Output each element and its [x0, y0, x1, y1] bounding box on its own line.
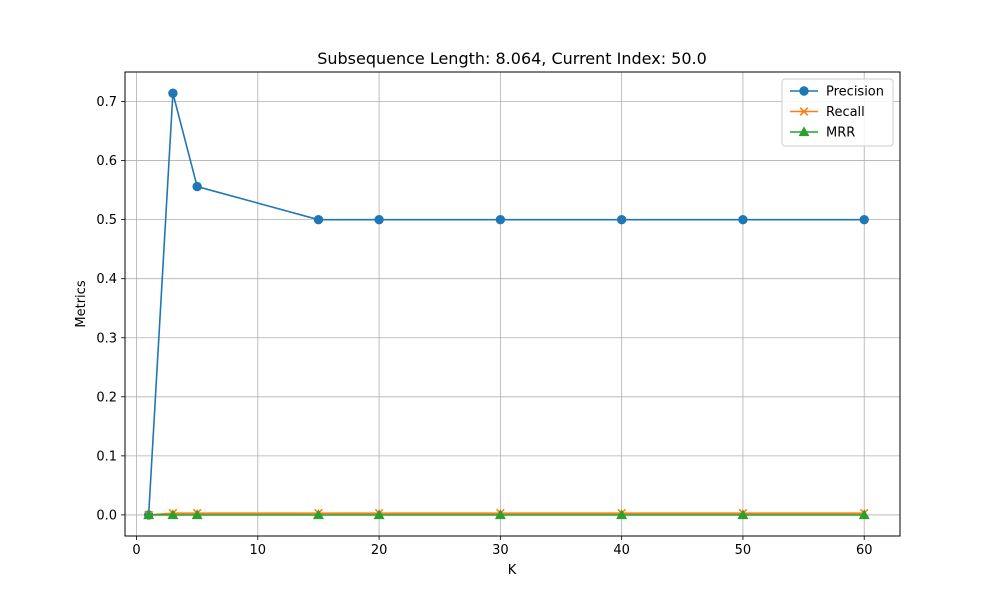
legend-marker: [799, 107, 809, 116]
series-layer: [143, 88, 870, 520]
x-tick-label: 10: [250, 543, 267, 558]
data-point-mrr: [494, 509, 506, 520]
legend-item-recall: Recall: [790, 105, 865, 120]
data-point-mrr: [858, 509, 870, 520]
y-tick-label: 0.5: [96, 213, 117, 228]
y-tick-label: 0.6: [96, 154, 117, 169]
x-tick-label: 40: [613, 543, 630, 558]
data-point-mrr: [373, 509, 385, 520]
y-tick-label: 0.3: [96, 331, 117, 346]
x-axis-label: K: [508, 563, 517, 578]
x-tick-label: 30: [492, 543, 509, 558]
legend: Precision Recall MRR: [781, 78, 894, 147]
series-mrr: [143, 509, 870, 520]
y-tick-label: 0.1: [96, 449, 117, 464]
plot-frame: [124, 71, 901, 537]
y-tick-label: 0.2: [96, 390, 117, 405]
data-point-precision: [374, 214, 384, 225]
data-point-precision: [495, 214, 506, 225]
legend-marker: [798, 126, 810, 137]
x-tick-label: 0: [132, 543, 140, 558]
legend-item-precision: Precision: [790, 85, 884, 100]
data-point-mrr: [167, 509, 179, 520]
y-tick-label: 0.7: [96, 95, 117, 110]
y-tick-label: 0.4: [96, 272, 117, 287]
data-point-mrr: [616, 509, 628, 520]
legend-box: [781, 78, 894, 147]
x-tick-label: 50: [735, 543, 752, 558]
data-point-precision: [616, 214, 627, 225]
y-tick-label: 0.0: [96, 508, 117, 523]
data-point-precision: [313, 214, 324, 225]
data-point-precision: [192, 181, 202, 192]
legend-label: MRR: [826, 126, 855, 141]
data-point-precision: [738, 214, 748, 225]
legend-marker: [799, 86, 809, 96]
data-point-mrr: [737, 509, 749, 520]
data-point-mrr: [191, 509, 203, 520]
y-axis-label: Metrics: [74, 280, 89, 327]
x-tick-label: 60: [856, 543, 873, 558]
legend-label: Recall: [826, 105, 865, 120]
data-point-mrr: [143, 509, 155, 520]
plot-area: [125, 72, 900, 536]
chart-title: Subsequence Length: 8.064, Current Index…: [317, 49, 707, 68]
legend-label: Precision: [826, 85, 884, 100]
x-tick-label: 20: [371, 543, 388, 558]
data-point-precision: [168, 88, 178, 98]
data-point-precision: [859, 214, 869, 225]
legend-item-mrr: MRR: [790, 126, 855, 141]
axis-ticks: 0 10 20 30 40 50 60 0.0 0.1 0.2 0.3 0.4 0.5 0.6 0.7: [96, 95, 872, 558]
data-point-mrr: [312, 509, 324, 520]
